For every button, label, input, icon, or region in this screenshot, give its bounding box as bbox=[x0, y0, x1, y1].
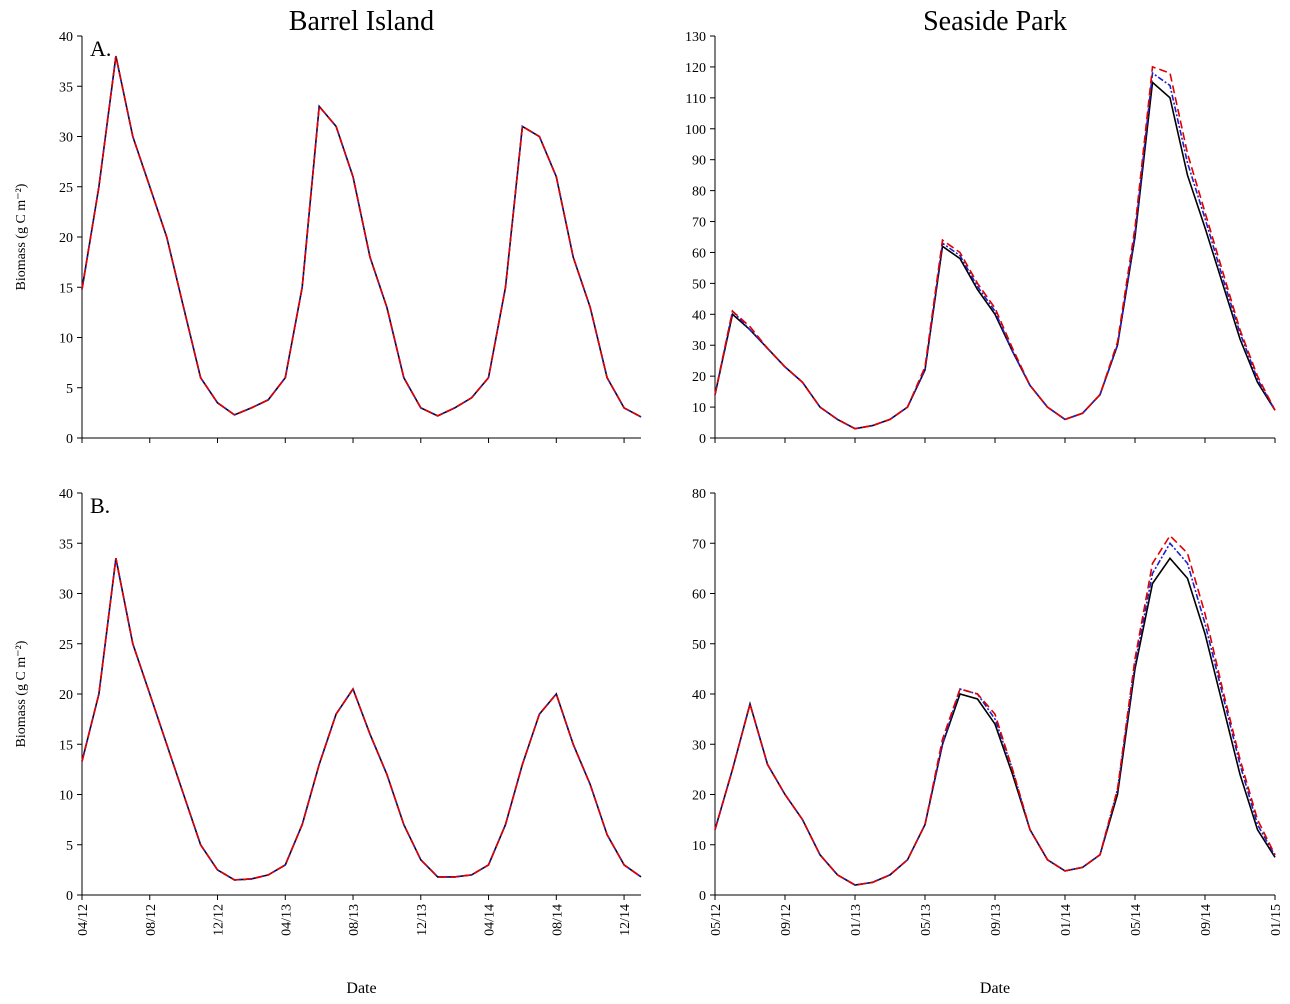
x-tick-label: 01/15 bbox=[1269, 904, 1284, 936]
x-tick-label: 09/12 bbox=[779, 904, 794, 936]
series-line bbox=[81, 558, 642, 881]
y-tick-label: 130 bbox=[685, 30, 706, 45]
x-tick-label: 12/12 bbox=[212, 904, 227, 936]
panel-label: A. bbox=[90, 36, 111, 61]
x-tick-label: 05/13 bbox=[919, 904, 934, 936]
y-tick-label: 40 bbox=[692, 688, 706, 703]
x-tick-label: 04/12 bbox=[76, 904, 91, 936]
panel-title: Barrel Island bbox=[289, 6, 434, 37]
y-tick-label: 50 bbox=[692, 277, 706, 292]
y-tick-label: 15 bbox=[59, 281, 73, 296]
x-axis-label: Date bbox=[980, 980, 1010, 997]
y-tick-label: 40 bbox=[692, 308, 706, 323]
x-tick-label: 12/14 bbox=[618, 904, 633, 936]
y-tick-label: 10 bbox=[59, 789, 73, 804]
x-tick-label: 08/12 bbox=[144, 904, 159, 936]
y-tick-label: 30 bbox=[59, 588, 73, 603]
y-tick-label: 60 bbox=[692, 246, 706, 261]
panel-label: B. bbox=[90, 493, 110, 518]
y-tick-label: 20 bbox=[59, 231, 73, 246]
series-line bbox=[714, 556, 1276, 886]
x-tick-label: 04/13 bbox=[279, 904, 294, 936]
y-tick-label: 0 bbox=[699, 889, 706, 904]
x-tick-label: 09/13 bbox=[989, 904, 1004, 936]
y-tick-label: 30 bbox=[692, 339, 706, 354]
x-tick-label: 05/12 bbox=[709, 904, 724, 936]
y-tick-label: 35 bbox=[59, 537, 73, 552]
x-tick-label: 05/14 bbox=[1129, 904, 1144, 936]
x-tick-label: 12/13 bbox=[415, 904, 430, 936]
y-tick-label: 5 bbox=[66, 839, 73, 854]
x-tick-label: 08/14 bbox=[550, 904, 565, 936]
y-tick-label: 80 bbox=[692, 487, 706, 502]
x-tick-label: 01/14 bbox=[1059, 904, 1074, 936]
y-tick-label: 0 bbox=[66, 432, 73, 447]
y-tick-label: 100 bbox=[685, 123, 706, 138]
y-tick-label: 30 bbox=[59, 131, 73, 146]
x-tick-label: 04/14 bbox=[483, 904, 498, 936]
series-line bbox=[714, 534, 1276, 886]
y-tick-label: 10 bbox=[692, 839, 706, 854]
x-axis-label: Date bbox=[346, 980, 376, 997]
y-tick-label: 20 bbox=[59, 688, 73, 703]
y-tick-label: 120 bbox=[685, 61, 706, 76]
y-tick-label: 35 bbox=[59, 80, 73, 95]
series-line bbox=[81, 55, 642, 418]
y-tick-label: 60 bbox=[692, 588, 706, 603]
y-tick-label: 110 bbox=[686, 92, 706, 107]
y-tick-label: 10 bbox=[59, 332, 73, 347]
y-tick-label: 10 bbox=[692, 401, 706, 416]
series-line bbox=[714, 65, 1276, 430]
y-tick-label: 50 bbox=[692, 638, 706, 653]
y-tick-label: 20 bbox=[692, 370, 706, 385]
x-tick-label: 01/13 bbox=[849, 904, 864, 936]
series-line bbox=[81, 558, 642, 881]
y-tick-label: 70 bbox=[692, 537, 706, 552]
x-tick-label: 09/14 bbox=[1199, 904, 1214, 936]
y-tick-label: 25 bbox=[59, 638, 73, 653]
y-tick-label: 0 bbox=[699, 432, 706, 447]
y-tick-label: 40 bbox=[59, 30, 73, 45]
y-axis-label: Biomass (g C m⁻²) bbox=[14, 183, 29, 290]
y-tick-label: 80 bbox=[692, 185, 706, 200]
y-tick-label: 30 bbox=[692, 738, 706, 753]
y-axis-label: Biomass (g C m⁻²) bbox=[14, 640, 29, 747]
series-line bbox=[714, 541, 1276, 886]
y-tick-label: 0 bbox=[66, 889, 73, 904]
panel-title: Seaside Park bbox=[923, 6, 1067, 37]
y-tick-label: 5 bbox=[66, 382, 73, 397]
y-tick-label: 15 bbox=[59, 738, 73, 753]
y-tick-label: 70 bbox=[692, 216, 706, 231]
y-tick-label: 40 bbox=[59, 487, 73, 502]
series-line bbox=[714, 80, 1276, 430]
y-tick-label: 90 bbox=[692, 154, 706, 169]
series-line bbox=[714, 71, 1276, 430]
y-tick-label: 20 bbox=[692, 789, 706, 804]
series-line bbox=[81, 558, 642, 881]
x-tick-label: 08/13 bbox=[347, 904, 362, 936]
y-tick-label: 25 bbox=[59, 181, 73, 196]
